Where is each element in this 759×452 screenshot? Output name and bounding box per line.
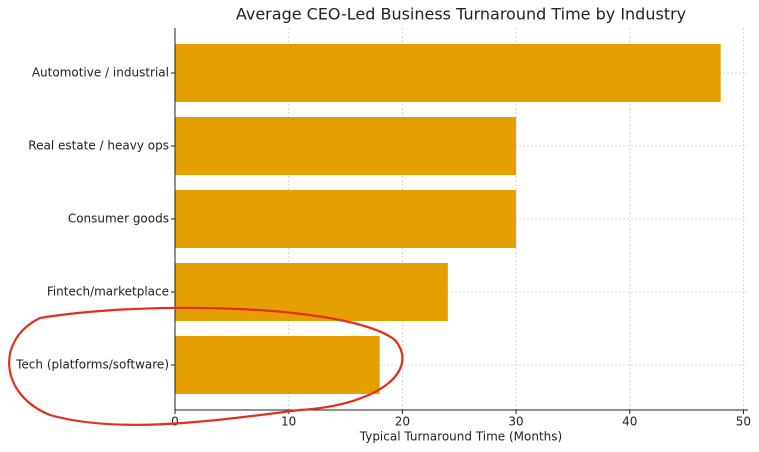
x-tick-label: 0	[171, 415, 179, 429]
x-tick-label: 30	[508, 415, 523, 429]
x-tick-label: 20	[395, 415, 410, 429]
bar	[175, 44, 721, 102]
chart-title: Average CEO-Led Business Turnaround Time…	[236, 5, 686, 24]
y-tick-label: Consumer goods	[68, 212, 169, 226]
y-tick-label: Tech (platforms/software)	[15, 358, 169, 372]
bar	[175, 263, 448, 321]
bar	[175, 190, 517, 248]
y-tick-label: Real estate / heavy ops	[28, 139, 169, 153]
x-tick-label: 50	[736, 415, 751, 429]
x-tick-label: 10	[281, 415, 296, 429]
annotation-circle	[8, 306, 404, 426]
y-tick-label: Automotive / industrial	[32, 66, 169, 80]
bar	[175, 117, 517, 175]
x-axis-label: Typical Turnaround Time (Months)	[359, 430, 562, 444]
y-tick-label: Fintech/marketplace	[47, 285, 169, 299]
bar	[175, 336, 380, 394]
x-tick-label: 40	[622, 415, 637, 429]
